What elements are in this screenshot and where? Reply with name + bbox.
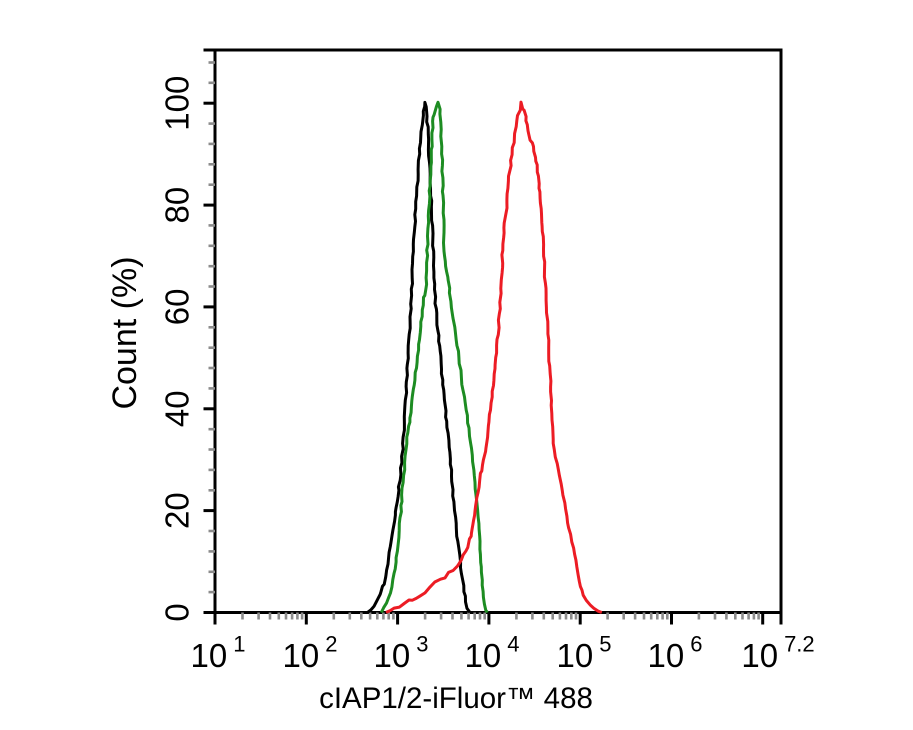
svg-text:101: 10 1 [191, 632, 246, 675]
svg-text:cIAP1/2-iFluor™ 488: cIAP1/2-iFluor™ 488 [319, 682, 593, 715]
svg-text:40: 40 [159, 390, 196, 427]
svg-text:20: 20 [159, 492, 196, 529]
svg-text:105: 10 5 [557, 632, 612, 675]
svg-text:Count (%): Count (%) [106, 256, 144, 409]
svg-text:0: 0 [159, 603, 196, 621]
svg-text:80: 80 [159, 187, 196, 224]
svg-text:104: 10 4 [465, 632, 520, 675]
svg-text:100: 100 [159, 76, 196, 131]
svg-text:106: 10 6 [648, 632, 703, 675]
svg-text:107.2: 10 7.2 [741, 632, 814, 675]
svg-text:102: 10 2 [283, 632, 338, 675]
svg-text:103: 10 3 [374, 632, 429, 675]
svg-text:60: 60 [159, 289, 196, 326]
